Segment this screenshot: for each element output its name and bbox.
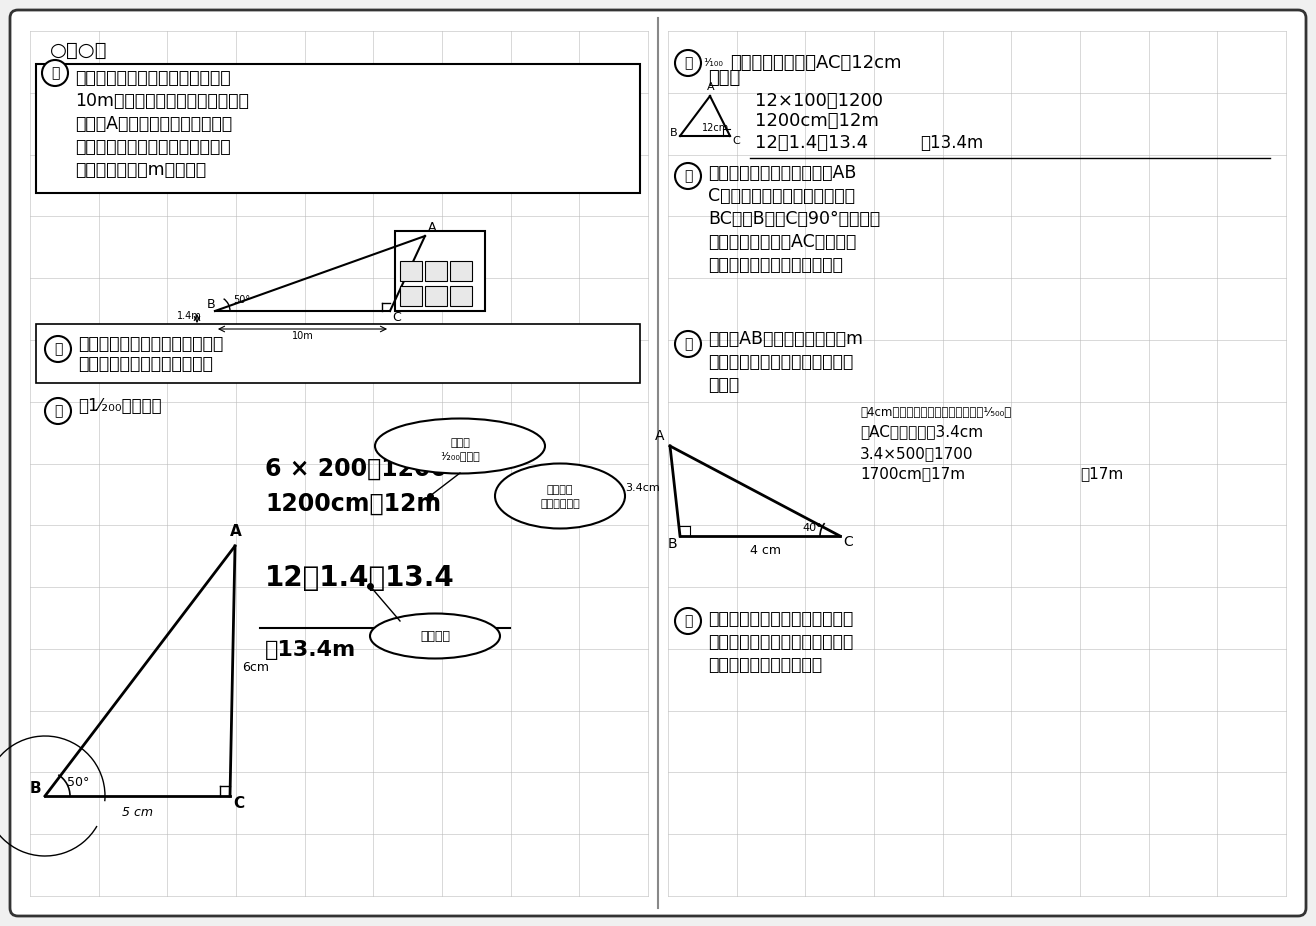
Text: 練: 練 xyxy=(684,337,692,351)
Text: 5 cm: 5 cm xyxy=(122,806,153,819)
Text: 絀17m: 絀17m xyxy=(1080,466,1124,481)
Text: 10m: 10m xyxy=(292,331,313,341)
Text: 50°: 50° xyxy=(233,295,250,305)
Text: C: C xyxy=(392,311,401,324)
Text: 4 cm: 4 cm xyxy=(750,544,780,557)
FancyBboxPatch shape xyxy=(425,286,447,306)
FancyBboxPatch shape xyxy=(400,286,422,306)
Text: 際の高さは、何mですか。: 際の高さは、何mですか。 xyxy=(75,161,207,179)
Text: 1200cm＝12m: 1200cm＝12m xyxy=(755,112,879,130)
Text: 辺ACの長さは。3.4cm: 辺ACの長さは。3.4cm xyxy=(859,424,983,439)
Text: 1200cm＝12m: 1200cm＝12m xyxy=(265,492,441,516)
FancyBboxPatch shape xyxy=(450,286,472,306)
Circle shape xyxy=(675,50,701,76)
FancyBboxPatch shape xyxy=(395,231,486,311)
Text: 絀13.4m: 絀13.4m xyxy=(265,640,357,660)
Text: 40°: 40° xyxy=(801,523,821,533)
Text: 3.4×500＝1700: 3.4×500＝1700 xyxy=(859,446,974,461)
Text: ノートに: ノートに xyxy=(546,485,574,495)
Text: 直接測れない長さを、縮図をか: 直接測れない長さを、縮図をか xyxy=(78,335,224,353)
FancyBboxPatch shape xyxy=(36,64,640,193)
Text: Cとして見て、縮尺を考え、辺: Cとして見て、縮尺を考え、辺 xyxy=(708,187,855,205)
Text: ○月○日: ○月○日 xyxy=(50,41,108,60)
Text: したものです。下の図の校舎の実: したものです。下の図の校舎の実 xyxy=(75,138,230,156)
FancyBboxPatch shape xyxy=(11,10,1305,916)
FancyBboxPatch shape xyxy=(450,261,472,281)
Text: ょう。: ょう。 xyxy=(708,376,740,394)
Text: 友: 友 xyxy=(684,56,692,70)
Text: 12cm: 12cm xyxy=(701,123,729,133)
Text: なる。: なる。 xyxy=(708,69,740,87)
Text: 50°: 50° xyxy=(67,776,89,789)
Text: ¹⁄₂₀₀だから: ¹⁄₂₀₀だから xyxy=(440,451,480,461)
Text: A: A xyxy=(707,82,715,92)
Ellipse shape xyxy=(495,464,625,529)
Text: 問: 問 xyxy=(51,66,59,80)
Text: 約13.4m: 約13.4m xyxy=(920,134,983,152)
Text: C: C xyxy=(233,796,245,811)
Text: 川の幅ABの実際の長さは何m: 川の幅ABの実際の長さは何m xyxy=(708,330,863,348)
Circle shape xyxy=(45,398,71,424)
Text: 縮尺を変えるとノートに縮図を: 縮尺を変えるとノートに縮図を xyxy=(708,610,853,628)
Text: の縮尺の場合は、AC＝12cm: の縮尺の場合は、AC＝12cm xyxy=(730,54,901,72)
Circle shape xyxy=(675,163,701,189)
Circle shape xyxy=(675,608,701,634)
Ellipse shape xyxy=(370,614,500,658)
Text: C: C xyxy=(732,136,740,146)
Circle shape xyxy=(45,336,71,362)
Text: かきやすい。: かきやすい。 xyxy=(540,499,580,509)
Text: B: B xyxy=(30,781,42,796)
Text: 10mはなれた所に立って、校舎の: 10mはなれた所に立って、校舎の xyxy=(75,92,249,110)
Text: B: B xyxy=(670,128,678,138)
Text: BCと角B、角C＝90°を調べて: BCと角B、角C＝90°を調べて xyxy=(708,210,880,228)
Text: 1.4m: 1.4m xyxy=(176,311,201,321)
Text: ですか。縮図をかいて求めまし: ですか。縮図をかいて求めまし xyxy=(708,353,853,371)
Text: 6cm: 6cm xyxy=(242,661,268,674)
Text: 1700cm＝17m: 1700cm＝17m xyxy=(859,466,965,481)
Ellipse shape xyxy=(375,419,545,473)
Text: 目の高さ: 目の高さ xyxy=(420,630,450,643)
Circle shape xyxy=(42,60,68,86)
Text: （1⁄₂₀₀の縮尺）: （1⁄₂₀₀の縮尺） xyxy=(78,397,162,415)
FancyBboxPatch shape xyxy=(400,261,422,281)
Text: 感: 感 xyxy=(684,614,692,628)
Text: A: A xyxy=(655,429,665,443)
Text: （4cmだとかきやすいので、縮尺は¹⁄₅₀₀）: （4cmだとかきやすいので、縮尺は¹⁄₅₀₀） xyxy=(859,406,1011,419)
Text: 課: 課 xyxy=(54,342,62,356)
Text: B: B xyxy=(669,537,678,551)
Text: 12＋1.4＝13.4: 12＋1.4＝13.4 xyxy=(755,134,869,152)
Text: A: A xyxy=(428,221,437,234)
Text: 下の図は、はるかさんが校舎から: 下の図は、はるかさんが校舎から xyxy=(75,69,230,87)
Text: を求めることができた。: を求めることができた。 xyxy=(708,656,822,674)
Text: 直接測れない場合は三角形AB: 直接測れない場合は三角形AB xyxy=(708,164,857,182)
Text: 自: 自 xyxy=(54,404,62,418)
Text: ¹⁄₁₀₀: ¹⁄₁₀₀ xyxy=(703,58,722,68)
Text: 12×100＝1200: 12×100＝1200 xyxy=(755,92,883,110)
Text: A: A xyxy=(230,524,242,539)
Circle shape xyxy=(675,331,701,357)
Text: C: C xyxy=(844,535,853,549)
FancyBboxPatch shape xyxy=(425,261,447,281)
Text: ま: ま xyxy=(684,169,692,183)
Text: いて求める方法を考えよう。: いて求める方法を考えよう。 xyxy=(78,355,213,373)
Text: B: B xyxy=(207,298,216,311)
Text: 上はしAを見上げている様子を表: 上はしAを見上げている様子を表 xyxy=(75,115,232,133)
Text: 長さを求めることができる。: 長さを求めることができる。 xyxy=(708,256,842,274)
Text: 3.4cm: 3.4cm xyxy=(625,483,659,493)
FancyBboxPatch shape xyxy=(36,324,640,383)
Text: 縮図をかくと、辺ACの実際の: 縮図をかくと、辺ACの実際の xyxy=(708,233,857,251)
Text: 縮尺が: 縮尺が xyxy=(450,438,470,448)
Text: 12＋1.4＝13.4: 12＋1.4＝13.4 xyxy=(265,564,455,592)
Text: 6 × 200＝1200: 6 × 200＝1200 xyxy=(265,457,447,481)
Text: かきやすくなって、実際の長さ: かきやすくなって、実際の長さ xyxy=(708,633,853,651)
